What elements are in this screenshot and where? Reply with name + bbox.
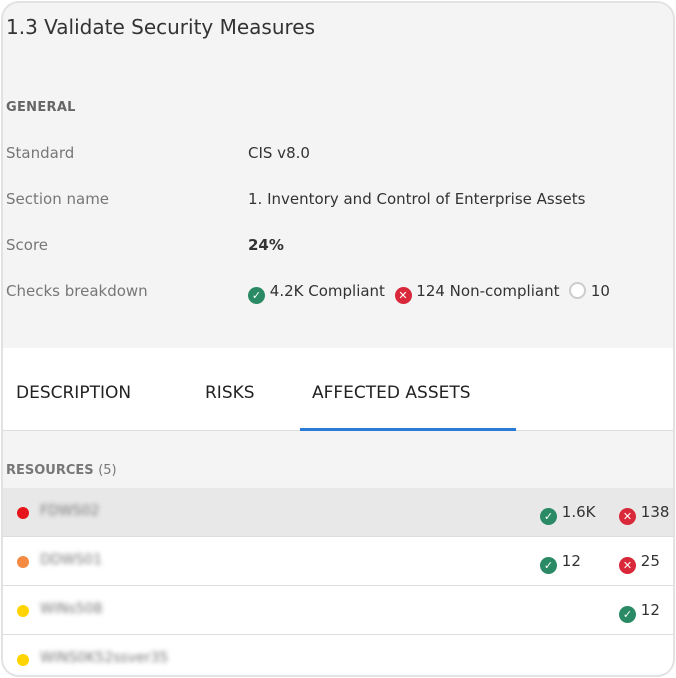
x-icon: ✕ bbox=[394, 287, 412, 304]
x-icon: ✕ bbox=[619, 508, 636, 525]
page-title: 1.3 Validate Security Measures bbox=[6, 15, 316, 39]
tab-bar: DESCRIPTION RISKS AFFECTED ASSETS bbox=[3, 348, 673, 431]
checks-breakdown: ✓ 4.2K Compliant ✕ 124 Non-compliant 10 bbox=[248, 282, 610, 304]
resource-name: WINS0K52ssver35 bbox=[40, 650, 169, 666]
tab-risks[interactable]: RISKS bbox=[205, 383, 255, 403]
noncompliant-count: 124 Non-compliant bbox=[416, 282, 560, 300]
passed-count: 12 bbox=[561, 552, 581, 570]
active-tab-indicator bbox=[300, 428, 516, 431]
standard-value: CIS v8.0 bbox=[248, 144, 310, 162]
circle-icon bbox=[569, 282, 587, 299]
severity-dot bbox=[17, 605, 29, 617]
resource-name: WINs508 bbox=[40, 601, 103, 617]
table-row[interactable]: FDWS02 ✓ 1.6K ✕ 138 bbox=[3, 488, 673, 537]
resources-title: RESOURCES bbox=[6, 463, 94, 478]
tab-description[interactable]: DESCRIPTION bbox=[16, 383, 132, 403]
failed-count: 25 bbox=[640, 552, 660, 570]
table-row[interactable]: DDWS01 ✓ 12 ✕ 25 bbox=[3, 537, 673, 586]
severity-dot bbox=[17, 507, 29, 519]
score-label: Score bbox=[6, 236, 49, 254]
check-icon: ✓ bbox=[248, 287, 265, 304]
x-icon: ✕ bbox=[619, 557, 636, 574]
table-row[interactable]: WINS0K52ssver35 bbox=[3, 635, 673, 675]
severity-dot bbox=[17, 556, 29, 568]
passed-count: 1.6K bbox=[561, 503, 596, 521]
checks-label: Checks breakdown bbox=[6, 282, 148, 300]
severity-dot bbox=[17, 654, 29, 666]
resources-heading: RESOURCES (5) bbox=[6, 463, 117, 478]
standard-label: Standard bbox=[6, 144, 75, 162]
resource-name: FDWS02 bbox=[40, 503, 100, 519]
resources-count: (5) bbox=[98, 463, 117, 478]
resource-name: DDWS01 bbox=[40, 552, 103, 568]
passed-count: 12 bbox=[640, 601, 660, 619]
check-icon: ✓ bbox=[619, 606, 636, 623]
score-value: 24% bbox=[248, 236, 284, 254]
section-name-value: 1. Inventory and Control of Enterprise A… bbox=[248, 190, 586, 208]
compliant-count: 4.2K Compliant bbox=[269, 282, 385, 300]
other-count: 10 bbox=[590, 282, 610, 300]
tab-affected-assets[interactable]: AFFECTED ASSETS bbox=[312, 383, 471, 403]
general-heading: GENERAL bbox=[6, 100, 76, 115]
section-name-label: Section name bbox=[6, 190, 110, 208]
check-icon: ✓ bbox=[540, 508, 557, 525]
table-row[interactable]: WINs508 ✓ 12 bbox=[3, 586, 673, 635]
check-icon: ✓ bbox=[540, 557, 557, 574]
failed-count: 138 bbox=[640, 503, 670, 521]
